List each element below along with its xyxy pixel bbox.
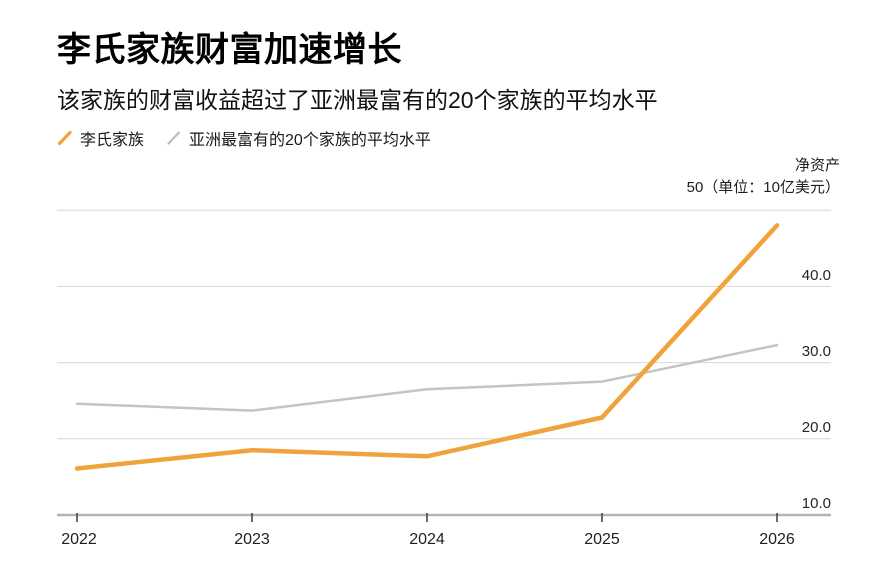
x-tick-label-2026: 2026 <box>759 531 795 548</box>
y-tick-label-20: 20.0 <box>802 419 831 436</box>
x-tick-label-2025: 2025 <box>584 531 620 548</box>
orange-slash-line <box>57 130 72 146</box>
gray-slash-icon <box>167 131 181 145</box>
x-tick-label-2023: 2023 <box>234 531 270 548</box>
orange-slash-icon <box>57 130 72 146</box>
y-tick-label-40: 40.0 <box>802 267 831 284</box>
gray-slash-line <box>167 131 181 145</box>
y-axis-note: 净资产 50（单位：10亿美元） <box>687 155 840 199</box>
y-tick-label-30: 30.0 <box>802 343 831 360</box>
chart-title: 李氏家族财富加速增长 <box>57 31 402 69</box>
chart-legend: 李氏家族 亚洲最富有的20个家族的平均水平 <box>57 126 431 150</box>
x-tick-label-2022: 2022 <box>61 531 97 548</box>
chart-subtitle: 该家族的财富收益超过了亚洲最富有的20个家族的平均水平 <box>57 87 658 113</box>
y-axis-top-tick-and-unit: 50（单位：10亿美元） <box>686 179 840 196</box>
legend-item-li-family: 李氏家族 <box>57 126 144 150</box>
legend-label-li-family: 李氏家族 <box>80 132 145 149</box>
y-axis-title: 净资产 <box>794 157 840 174</box>
y-tick-label-10: 10.0 <box>802 495 831 512</box>
x-tick-label-2024: 2024 <box>409 531 445 548</box>
legend-label-asia-average: 亚洲最富有的20个家族的平均水平 <box>189 132 431 149</box>
legend-item-asia-average: 亚洲最富有的20个家族的平均水平 <box>166 126 431 150</box>
series-line-asia-average <box>75 343 779 412</box>
series-line-li-family <box>74 223 780 471</box>
